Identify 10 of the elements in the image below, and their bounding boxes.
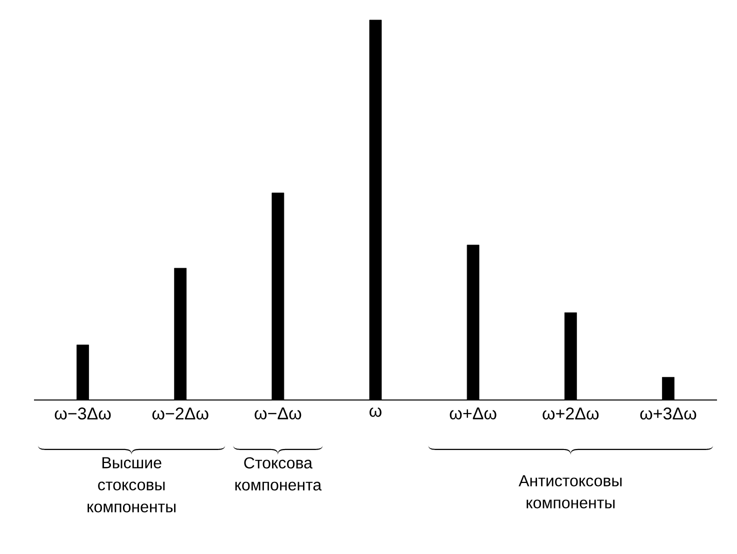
text: Высшие стоксовы компоненты (88, 457, 176, 512)
text: Стоксова компонента (235, 457, 322, 491)
x-tick-label: ω+3Δω (640, 408, 696, 420)
x-tick-label: ω+Δω (450, 408, 496, 420)
x-tick-label: ω−Δω (254, 408, 302, 420)
x-tick-label: ω−2Δω (152, 408, 208, 420)
x-tick-label: ω−3Δω (54, 408, 111, 420)
x-tick-label: ω (370, 408, 382, 417)
x-tick-label: ω+2Δω (542, 408, 599, 420)
text: Антистоксовы компоненты (518, 475, 622, 508)
